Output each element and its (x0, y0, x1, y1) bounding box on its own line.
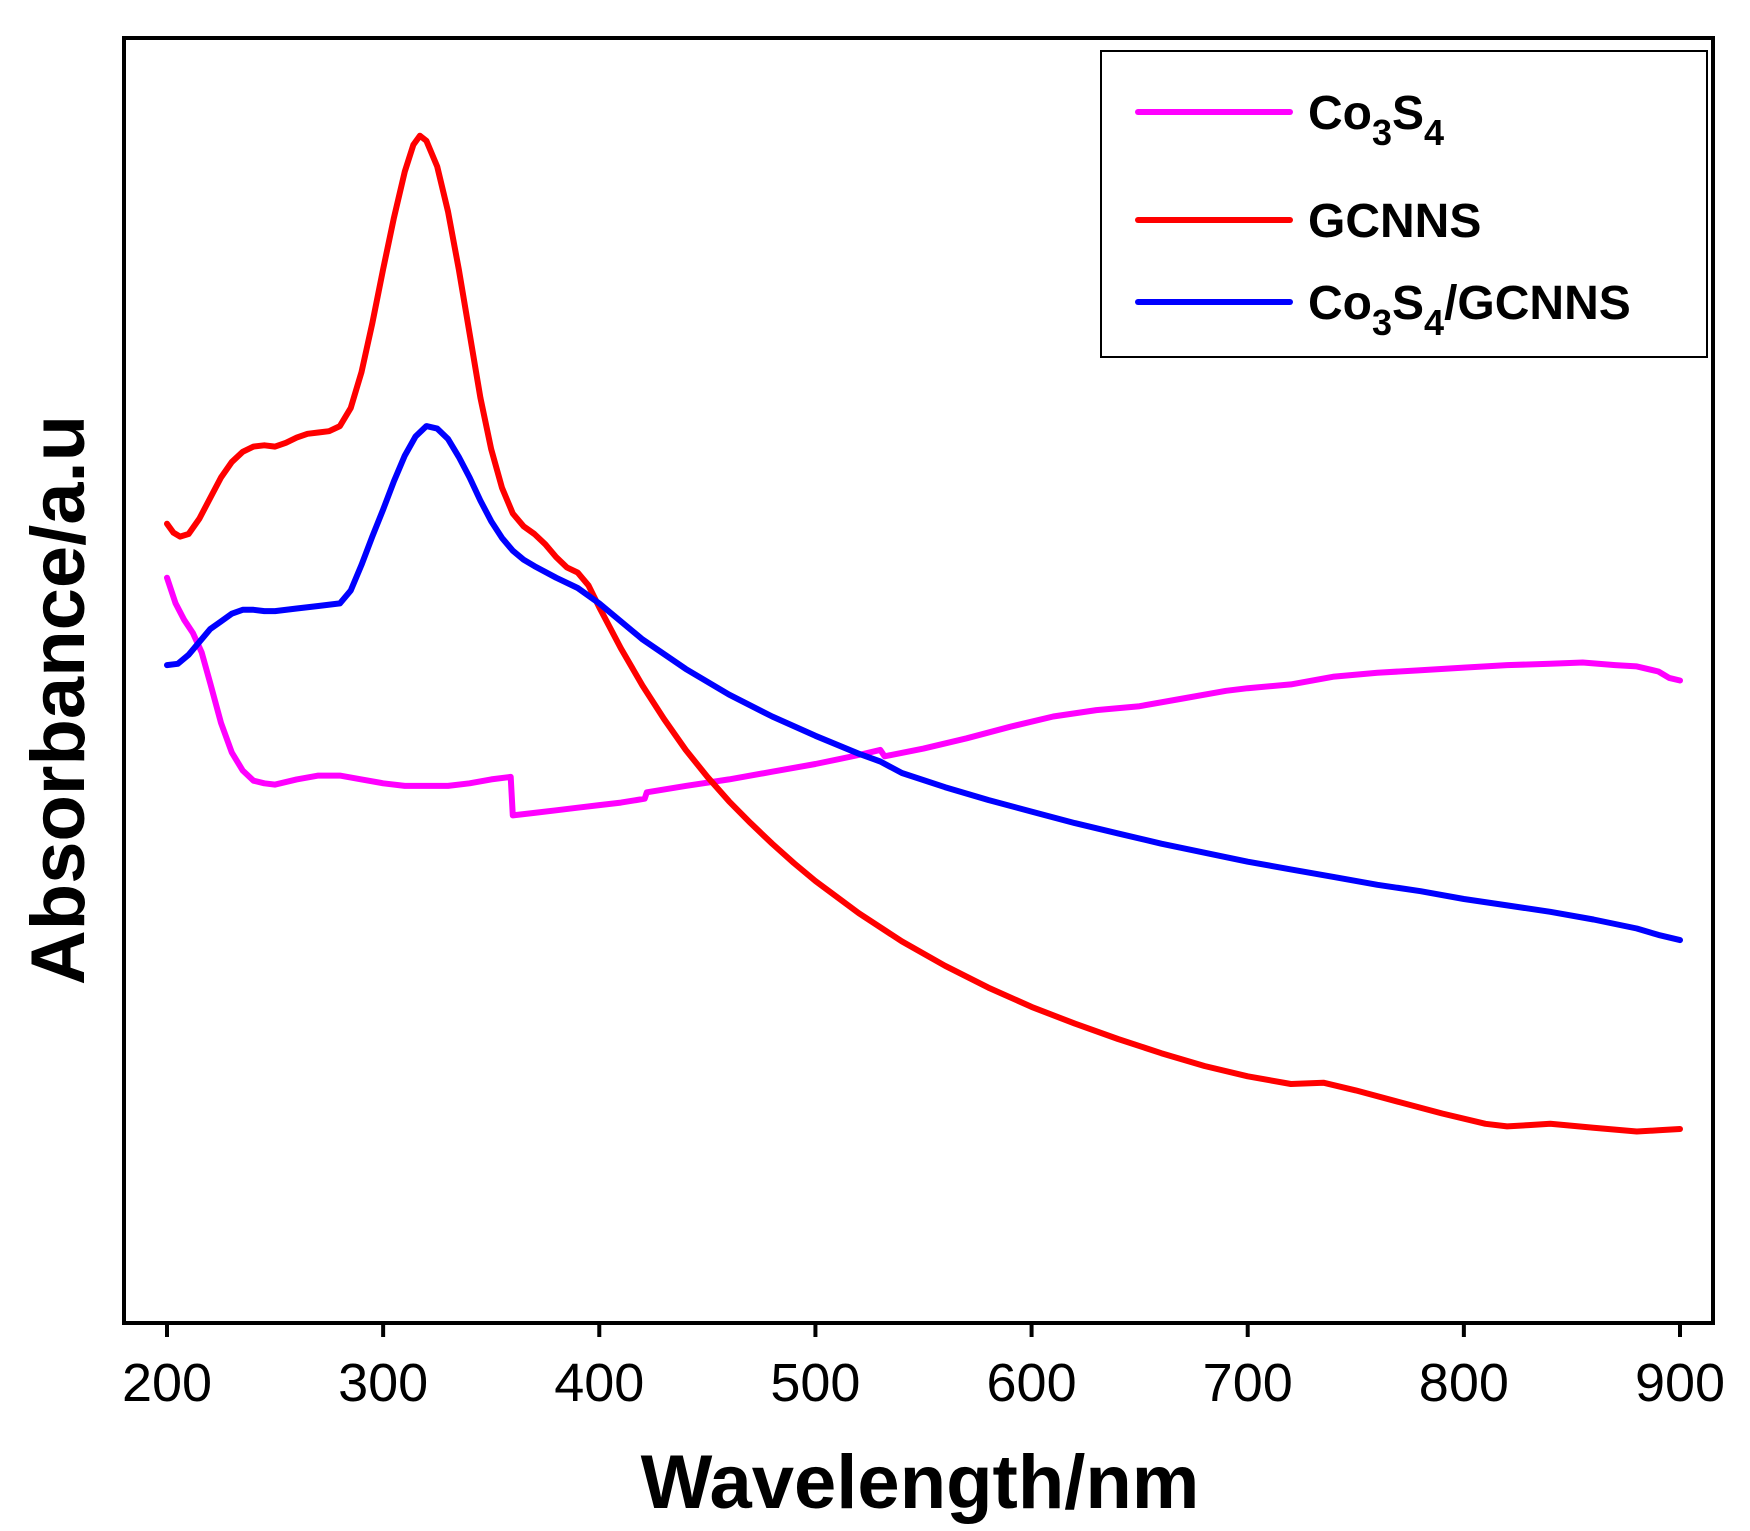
x-tick-label-400: 400 (554, 1353, 644, 1413)
x-tick-label-600: 600 (987, 1353, 1077, 1413)
x-axis: 200 300 400 500 600 700 800 900 (122, 1323, 1725, 1413)
series-line-0 (164, 574, 1683, 819)
x-tick-label-800: 800 (1419, 1353, 1509, 1413)
x-tick-label-300: 300 (338, 1353, 428, 1413)
series-line-1 (164, 132, 1683, 1135)
legend-label-2: Co3S4/GCNNS (1308, 277, 1631, 343)
legend-label-0: Co3S4 (1308, 87, 1444, 153)
legend: Co3S4 GCNNS Co3S4/GCNNS (1100, 50, 1708, 358)
y-axis-title: Absorbance/a.u (16, 415, 101, 985)
legend-label-1: GCNNS (1308, 195, 1481, 248)
x-tick-label-900: 900 (1635, 1353, 1725, 1413)
x-tick-label-200: 200 (122, 1353, 212, 1413)
x-tick-label-700: 700 (1203, 1353, 1293, 1413)
x-tick-label-500: 500 (770, 1353, 860, 1413)
x-axis-title: Wavelength/nm (641, 1440, 1200, 1525)
plot-frame (122, 36, 1715, 1325)
series-line-2 (164, 423, 1683, 944)
legend-items: Co3S4 GCNNS Co3S4/GCNNS (1135, 87, 1631, 343)
series-layer (164, 132, 1683, 1135)
legend-box (1100, 50, 1708, 358)
